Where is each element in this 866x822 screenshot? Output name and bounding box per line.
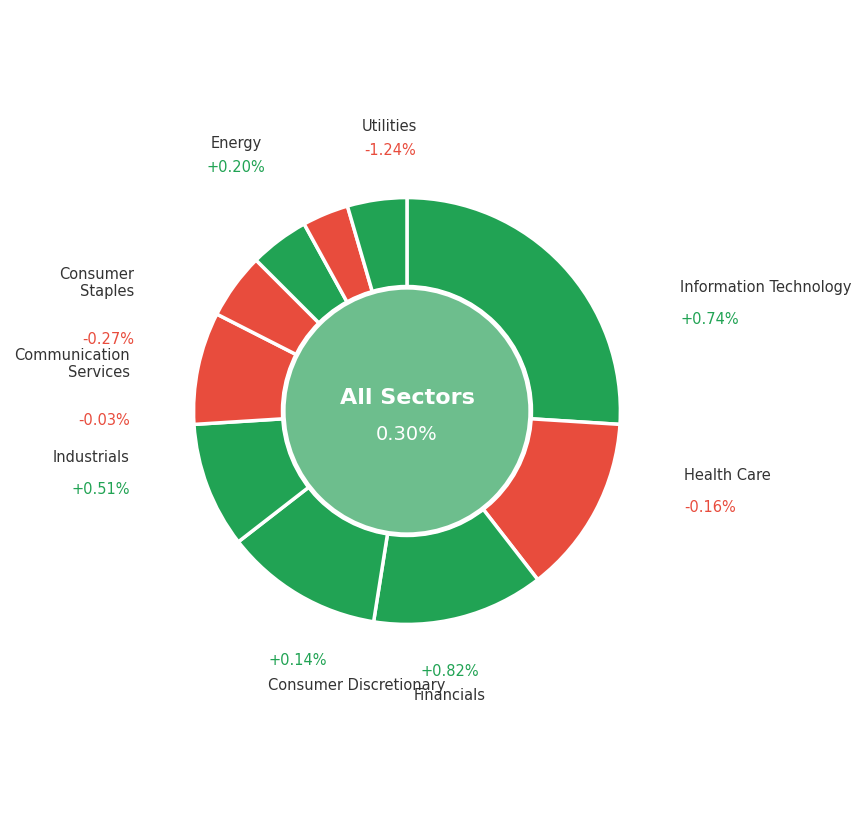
- Text: Energy: Energy: [210, 136, 262, 150]
- Wedge shape: [194, 314, 297, 424]
- Text: +0.74%: +0.74%: [680, 312, 739, 327]
- Wedge shape: [256, 224, 347, 324]
- Text: +0.14%: +0.14%: [268, 653, 326, 668]
- Text: Financials: Financials: [414, 689, 486, 704]
- Text: +0.82%: +0.82%: [420, 664, 479, 679]
- Wedge shape: [238, 487, 388, 621]
- Text: Utilities: Utilities: [362, 118, 417, 133]
- Text: +0.51%: +0.51%: [71, 483, 130, 497]
- Text: 0.30%: 0.30%: [376, 425, 438, 444]
- Text: Information Technology: Information Technology: [680, 279, 851, 295]
- Text: Communication
Services: Communication Services: [14, 348, 130, 381]
- Text: Consumer Discretionary: Consumer Discretionary: [268, 678, 446, 693]
- Text: Consumer
Staples: Consumer Staples: [59, 267, 134, 299]
- Wedge shape: [347, 197, 407, 292]
- Wedge shape: [483, 418, 620, 580]
- Wedge shape: [216, 260, 320, 355]
- Text: All Sectors: All Sectors: [339, 388, 475, 409]
- Wedge shape: [304, 206, 372, 302]
- Wedge shape: [407, 197, 620, 424]
- Text: Industrials: Industrials: [53, 450, 130, 465]
- Circle shape: [283, 287, 531, 535]
- Text: -1.24%: -1.24%: [364, 143, 416, 158]
- Wedge shape: [194, 418, 309, 542]
- Wedge shape: [373, 509, 538, 625]
- Text: +0.20%: +0.20%: [207, 160, 266, 175]
- Text: -0.16%: -0.16%: [684, 500, 736, 515]
- Text: -0.03%: -0.03%: [78, 413, 130, 428]
- Text: -0.27%: -0.27%: [81, 332, 134, 347]
- Text: Health Care: Health Care: [684, 468, 771, 483]
